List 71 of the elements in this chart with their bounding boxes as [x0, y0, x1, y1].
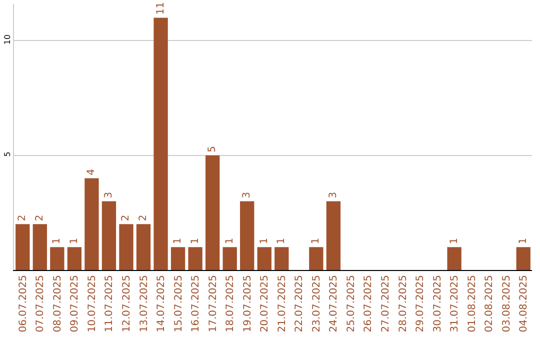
bar	[326, 201, 341, 270]
bar	[136, 224, 151, 270]
x-tick-label: 06.07.2025	[18, 275, 29, 332]
data-label: 5	[207, 146, 218, 152]
x-tick-label: 30.07.2025	[432, 275, 444, 332]
y-tick-label: 10	[2, 34, 12, 45]
data-label: 1	[276, 238, 288, 244]
x-tick-label: 09.07.2025	[70, 275, 81, 332]
data-label: 3	[103, 192, 114, 198]
x-tick-label: 27.07.2025	[380, 275, 392, 332]
data-label: 1	[224, 238, 236, 244]
x-tick-label: 11.07.2025	[104, 275, 116, 332]
data-label: 11	[155, 2, 166, 15]
data-label: 1	[190, 238, 201, 244]
bar	[309, 247, 324, 270]
bar	[447, 247, 462, 270]
bar	[84, 178, 99, 270]
bar	[170, 247, 186, 270]
x-tick-label: 02.08.2025	[484, 275, 496, 332]
bar	[102, 201, 116, 270]
bar	[222, 247, 237, 270]
bar	[240, 201, 254, 270]
x-tick-label: 12.07.2025	[121, 275, 132, 332]
bar	[16, 224, 30, 270]
x-tick-label: 31.07.2025	[450, 275, 461, 332]
x-tick-label: 20.07.2025	[260, 275, 271, 332]
data-label: 1	[310, 238, 322, 244]
x-tick-label: 03.08.2025	[501, 275, 512, 332]
data-label: 3	[242, 192, 253, 198]
bar	[188, 247, 202, 270]
x-tick-label: 17.07.2025	[208, 275, 219, 332]
data-label: 2	[34, 214, 46, 222]
x-tick-label: 21.07.2025	[276, 275, 288, 332]
x-tick-label: 08.07.2025	[52, 275, 64, 332]
x-tick-label: 04.08.2025	[518, 275, 530, 332]
data-label: 1	[448, 238, 460, 244]
data-label: 1	[172, 238, 184, 244]
data-label: 2	[138, 214, 149, 222]
data-label: 2	[17, 214, 28, 222]
x-tick-label: 07.07.2025	[35, 275, 46, 332]
data-label: 1	[258, 238, 270, 244]
bar	[154, 18, 168, 270]
x-tick-label: 10.07.2025	[86, 275, 98, 332]
data-label: 1	[52, 238, 63, 244]
bar	[274, 247, 289, 270]
data-label: 3	[328, 192, 339, 198]
x-tick-label: 01.08.2025	[466, 275, 478, 332]
x-tick-label: 15.07.2025	[173, 275, 184, 332]
data-label: 2	[120, 214, 132, 222]
data-label: 1	[518, 238, 529, 244]
bar	[119, 224, 134, 270]
bar	[257, 247, 272, 270]
bar	[50, 247, 64, 270]
x-tick-label: 16.07.2025	[190, 275, 202, 332]
x-tick-label: 19.07.2025	[242, 275, 254, 332]
data-label: 1	[68, 238, 80, 244]
x-tick-label: 24.07.2025	[328, 275, 340, 332]
x-tick-label: 26.07.2025	[363, 275, 374, 332]
bar	[67, 247, 82, 270]
bar	[516, 247, 530, 270]
x-tick-label: 25.07.2025	[346, 275, 357, 332]
bar	[205, 155, 220, 270]
x-tick-label: 18.07.2025	[225, 275, 236, 332]
bar	[32, 224, 47, 270]
x-tick-label: 28.07.2025	[398, 275, 409, 332]
x-tick-label: 13.07.2025	[138, 275, 150, 332]
data-label: 4	[86, 168, 98, 176]
x-tick-label: 23.07.2025	[311, 275, 322, 332]
x-tick-label: 22.07.2025	[294, 275, 306, 332]
x-tick-label: 14.07.2025	[156, 275, 168, 332]
x-tick-label: 29.07.2025	[415, 275, 426, 332]
